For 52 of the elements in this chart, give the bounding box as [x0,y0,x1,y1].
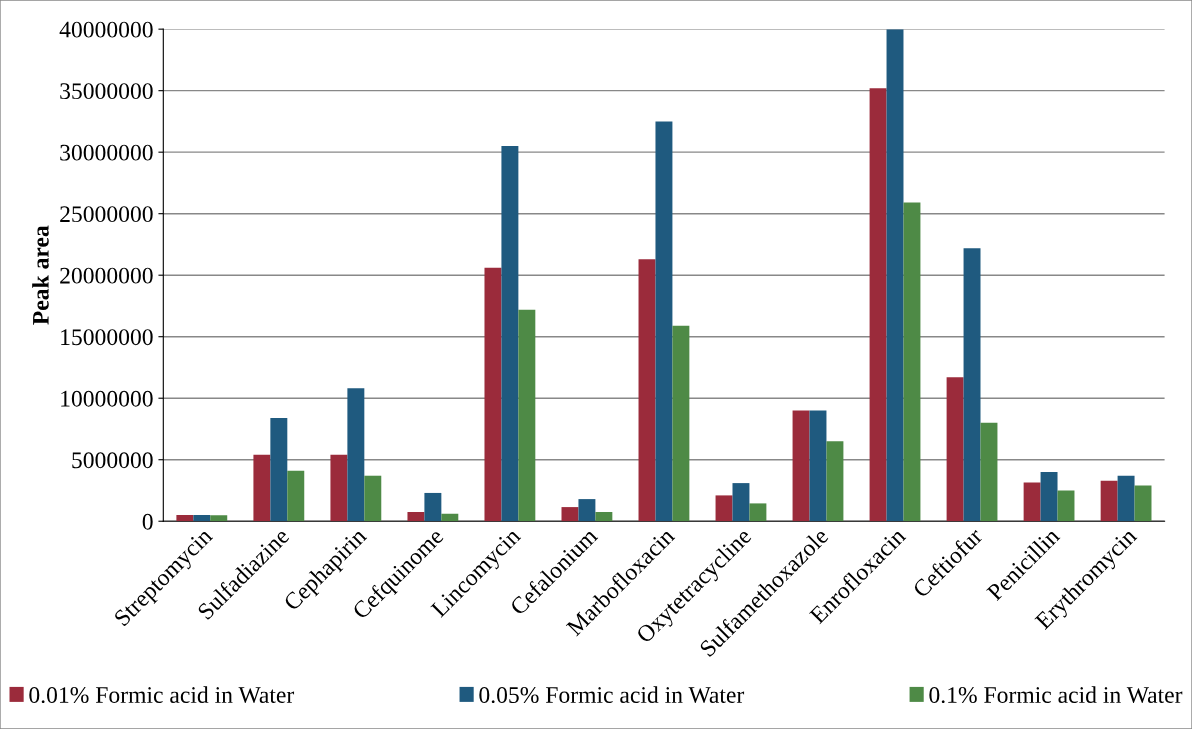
bar [270,417,288,522]
bar [903,202,921,522]
bar [672,325,690,522]
y-tick-label: 10000000 [61,390,153,407]
bar [484,267,502,522]
legend-label: 0.01% Formic acid in Water [29,686,295,704]
legend-label: 0.05% Formic acid in Water [479,686,745,704]
bar [826,441,844,522]
bar [963,248,981,522]
bar [501,146,519,522]
bar [980,422,998,522]
bar [1134,485,1152,522]
bar [407,512,425,522]
bar [715,495,733,522]
y-tick-label: 25000000 [60,206,153,223]
bar [655,121,673,522]
y-tick-label: 0 [142,513,153,530]
bar [732,483,750,522]
bar [518,309,536,522]
bar [561,507,579,522]
bar [792,410,810,522]
bar [424,492,442,522]
bar [441,513,459,522]
y-tick-label: 40000000 [59,21,153,38]
bar [287,470,305,522]
bar [1040,472,1058,522]
bar [578,499,596,522]
bar [946,377,964,522]
y-tick-label: 20000000 [60,267,153,284]
legend-label: 0.1% Formic acid in Water [929,686,1183,704]
bar [595,512,613,522]
bar [1057,490,1075,522]
y-axis-title: Peak area [32,225,49,325]
bar [347,388,365,522]
bar [364,475,382,522]
bar [869,88,887,522]
bar [176,515,194,522]
y-tick-label: 15000000 [61,329,153,346]
bar [1117,475,1135,522]
bar [809,410,827,522]
bar [749,503,767,522]
bar [1023,482,1041,522]
bar [193,515,211,522]
bar [330,454,348,522]
y-tick-label: 30000000 [60,144,153,161]
y-tick-label: 35000000 [60,83,153,100]
y-tick-label: 5000000 [72,452,153,469]
bar [638,259,656,522]
bar [253,454,271,522]
bar [886,29,904,522]
bar [1100,480,1118,522]
bar [210,515,228,522]
